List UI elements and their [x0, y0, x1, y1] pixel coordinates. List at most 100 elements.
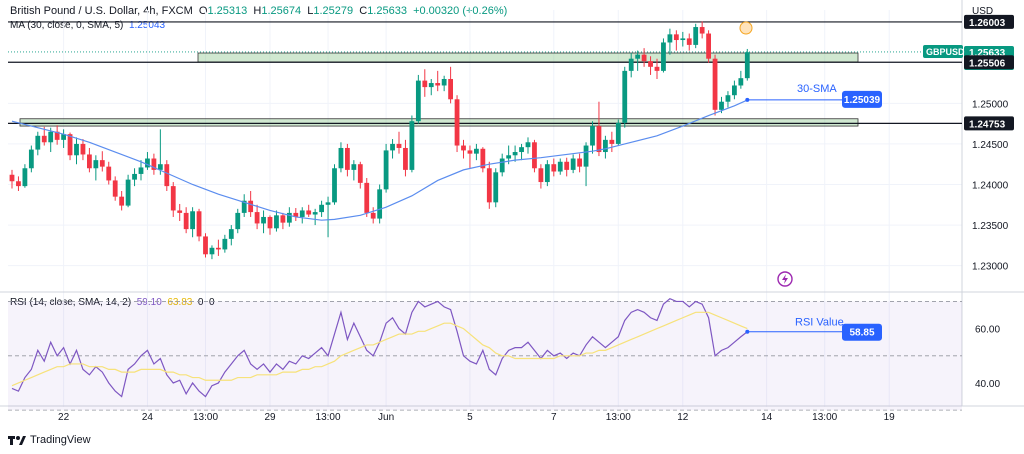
candle-body: [693, 27, 699, 45]
candle-body: [448, 78, 453, 100]
candle-body: [390, 143, 395, 151]
axes: 1.230001.235001.240001.245001.25000USD1.…: [58, 6, 1014, 423]
candle-body: [248, 200, 254, 213]
close-value: 1.25633: [367, 5, 407, 17]
candle-body: [196, 211, 202, 237]
symbol-tag-label: GBPUSD: [926, 47, 965, 57]
candle-body: [506, 155, 512, 159]
candle-body: [435, 83, 441, 86]
candle-body: [377, 189, 383, 219]
time-tick-label: 19: [884, 412, 896, 423]
time-tick-label: 13:00: [193, 412, 218, 423]
sma30-line: [11, 99, 748, 221]
candle-body: [686, 38, 692, 45]
price-marker-label: 1.26003: [969, 18, 1006, 29]
candle-body: [170, 186, 176, 211]
candle-body: [474, 148, 479, 154]
price-tick-label: 1.24000: [972, 180, 1009, 191]
candle-body: [80, 143, 86, 155]
candle-body: [732, 85, 737, 96]
candle-body: [35, 135, 41, 150]
price-tick-label: 1.23000: [972, 262, 1009, 273]
candle-body: [706, 33, 711, 59]
event-lightning-icon: [777, 271, 793, 287]
candle-body: [428, 83, 434, 88]
change-value: +0.00320 (+0.26%): [413, 5, 508, 17]
candle-body: [61, 134, 66, 140]
candle-body: [299, 210, 305, 217]
candle-body: [564, 161, 570, 170]
candle-body: [532, 142, 537, 169]
candle-body: [312, 212, 318, 215]
rsi-legend: RSI (14, close, SMA, 14, 2) 59.10 63.83 …: [10, 297, 215, 308]
candle-body: [654, 66, 660, 71]
candle-body: [119, 196, 125, 206]
candle-body: [583, 145, 589, 167]
candle-body: [673, 34, 679, 41]
candle-body: [351, 164, 357, 170]
candle-body: [609, 139, 615, 144]
candle-body: [699, 27, 705, 34]
high-label: H: [253, 5, 262, 17]
time-tick-label: 7: [551, 412, 557, 423]
candle-body: [680, 38, 686, 41]
time-tick-label: 13:00: [606, 412, 631, 423]
candle-body: [648, 61, 653, 67]
candle-body: [635, 54, 641, 59]
candle-body: [54, 131, 60, 140]
candle-body: [454, 99, 460, 146]
sma-callout-box: [842, 90, 882, 108]
time-tick-label: 13:00: [812, 412, 837, 423]
candle-body: [203, 236, 208, 255]
candles: [9, 21, 750, 260]
candle-body: [499, 158, 505, 173]
candle-body: [461, 145, 466, 151]
candle-body: [719, 101, 724, 110]
price-marker-box: [964, 14, 1014, 29]
candle-body: [345, 147, 350, 170]
candle-body: [667, 34, 673, 43]
rsi-tick-label: 40.00: [975, 379, 1000, 390]
candle-body: [209, 247, 215, 255]
rsi-callout-dot: [745, 329, 750, 334]
candle-body: [615, 122, 621, 144]
tradingview-logo[interactable]: TradingView: [8, 434, 91, 446]
candle-body: [364, 182, 370, 213]
time-tick-label: 13:00: [316, 412, 341, 423]
candle-body: [241, 200, 247, 213]
candle-body: [725, 95, 731, 102]
candle-body: [712, 58, 718, 110]
candle-body: [525, 142, 531, 148]
candle-body: [570, 158, 576, 170]
candle-body: [538, 168, 544, 183]
price-marker-box: [964, 55, 1014, 70]
candle-body: [641, 54, 647, 62]
candle-body: [738, 78, 744, 86]
price-marker-label: 1.25506: [969, 58, 1006, 69]
candle-body: [590, 126, 595, 146]
rsi-value: 59.10: [137, 297, 162, 308]
candle-body: [106, 166, 112, 181]
sma-callout-value: 1.25039: [844, 95, 881, 106]
candle-body: [261, 216, 266, 224]
high-value: 1.25674: [261, 5, 302, 17]
rsi-callout-text: RSI Value: [795, 317, 844, 329]
high-highlight-circle: [739, 21, 753, 35]
candle-body: [441, 78, 447, 86]
candle-body: [48, 131, 54, 143]
low-label: L: [307, 5, 314, 17]
candle-body: [480, 148, 486, 169]
candle-body: [254, 212, 260, 224]
candle-body: [383, 150, 389, 190]
candle-body: [235, 212, 241, 230]
time-tick-label: 5: [467, 412, 473, 423]
candle-body: [183, 212, 189, 230]
candle-body: [190, 211, 195, 230]
open-value: 1.25313: [207, 5, 248, 17]
event-lightning-glyph: [782, 274, 788, 284]
candle-body: [486, 168, 492, 203]
sma-callout-text: 30-SMA: [797, 83, 837, 95]
candle-body: [622, 70, 628, 123]
candle-body: [99, 160, 105, 167]
